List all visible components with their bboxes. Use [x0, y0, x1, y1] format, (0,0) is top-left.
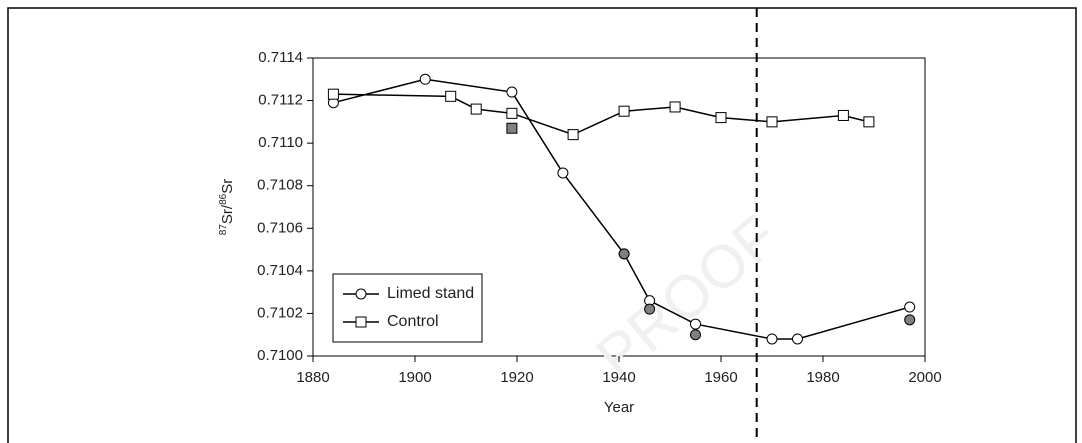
x-tick-label: 2000: [908, 369, 941, 386]
marker: [618, 105, 630, 117]
marker: [669, 101, 681, 113]
x-tick-label: 1920: [500, 369, 533, 386]
marker: [715, 112, 727, 124]
legend-marker: [355, 316, 367, 328]
legend-label: Limed stand: [387, 285, 474, 302]
x-axis-label: Year: [604, 399, 634, 416]
x-tick-label: 1880: [296, 369, 329, 386]
marker: [557, 167, 569, 179]
y-label-text: Sr: [219, 179, 236, 194]
marker: [506, 107, 518, 119]
marker: [766, 116, 778, 128]
y-tick-label: 0.7102: [257, 304, 303, 321]
y-label-text: Sr/: [219, 204, 236, 224]
marker: [904, 301, 916, 313]
marker: [792, 333, 803, 345]
x-tick-label: 1980: [806, 369, 839, 386]
y-tick-label: 0.7108: [257, 177, 303, 194]
series-line: [333, 93, 870, 136]
marker: [506, 86, 518, 98]
marker: [644, 303, 656, 315]
y-tick-label: 0.7104: [257, 262, 303, 279]
x-tick-label: 1900: [398, 369, 431, 386]
marker: [766, 333, 778, 345]
marker: [690, 318, 701, 330]
y-tick-label: 0.7100: [257, 347, 303, 364]
frame: [7, 7, 1077, 443]
marker: [690, 329, 701, 341]
marker: [445, 90, 457, 102]
x-tick-label: 1960: [704, 369, 737, 386]
marker: [618, 248, 630, 260]
y-axis-label: 87Sr/86Sr: [218, 179, 236, 235]
y-label-sup: 86: [218, 193, 229, 205]
marker: [567, 129, 579, 141]
watermark: PROOF: [584, 202, 790, 390]
y-tick-label: 0.7110: [258, 134, 303, 151]
marker: [837, 109, 849, 121]
marker: [327, 88, 339, 100]
series-line: [333, 78, 910, 340]
marker: [470, 103, 482, 115]
legend-marker: [355, 288, 367, 300]
y-tick-label: 0.7112: [258, 92, 303, 109]
x-tick-label: 1940: [602, 369, 635, 386]
y-tick-label: 0.7114: [258, 49, 303, 66]
marker: [863, 116, 875, 128]
marker: [506, 122, 518, 134]
marker: [904, 314, 916, 326]
legend-label: Control: [387, 313, 439, 330]
marker: [419, 73, 431, 85]
legend-box: [332, 273, 483, 343]
y-tick-label: 0.7106: [257, 219, 303, 236]
y-label-sup: 87: [218, 224, 229, 236]
